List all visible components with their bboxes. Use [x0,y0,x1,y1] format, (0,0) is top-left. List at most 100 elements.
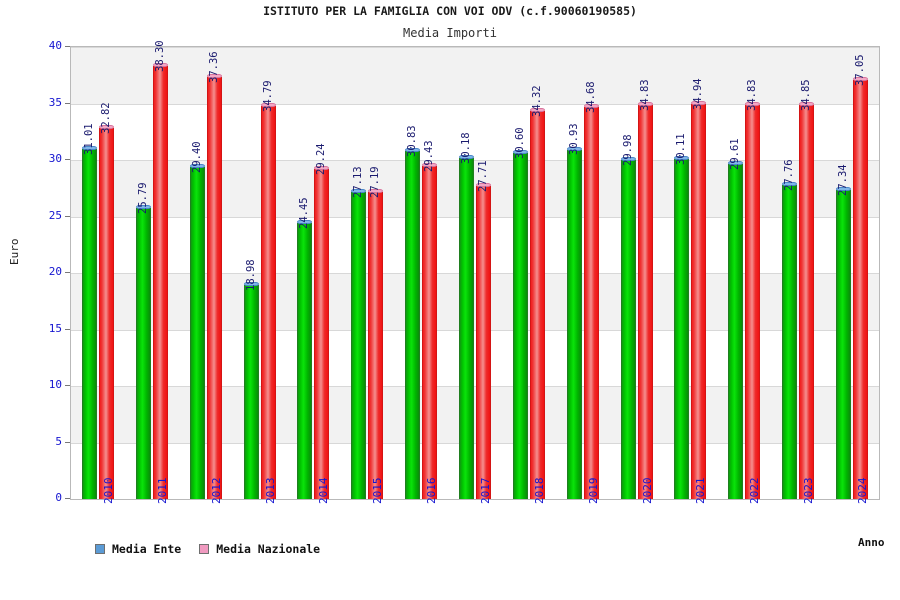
y-tick-mark [65,272,70,273]
bar-media-nazionale[interactable] [583,104,599,499]
bar-media-nazionale[interactable] [98,125,114,499]
y-tick-label: 35 [48,95,62,109]
bar-cap [620,157,636,162]
grid-line [71,442,879,444]
y-tick-label: 30 [48,152,62,165]
plot-band [71,386,879,443]
plot-band [71,47,879,104]
y-tick-mark [65,159,70,160]
y-tick-label: 0 [55,491,62,504]
grid-line [71,216,879,218]
plot-area: 31.01 32.82 25.79 38.30 29.40 37.36 18.98 34.79… [70,41,880,500]
bar-media-ente[interactable] [351,189,367,499]
bar-cap [691,101,707,106]
bar-media-ente[interactable] [782,182,798,499]
bar-cap [674,155,690,160]
bar-cap [512,150,528,155]
bar-media-nazionale[interactable] [745,102,761,499]
y-tick-mark [65,46,70,47]
bar-media-ente[interactable] [189,163,205,499]
bar-cap [297,219,313,224]
plot-band [71,273,879,330]
x-tick-label: 2013 [263,477,277,505]
bar-media-ente[interactable] [81,145,97,499]
x-tick-label: 2015 [371,477,385,505]
bar-media-nazionale[interactable] [368,188,384,499]
x-tick-label: 2024 [856,477,870,505]
bar-media-nazionale[interactable] [799,102,815,499]
y-tick-label: 20 [48,265,62,278]
bar-cap [405,147,421,152]
x-tick-label: 2023 [802,477,816,505]
grid-line [71,329,879,331]
bar-media-nazionale[interactable] [260,102,276,499]
bar-cap [476,182,491,187]
bar-cap [583,104,599,109]
grid-line [71,103,879,105]
legend-item-media-ente[interactable]: Media Ente [95,542,181,556]
bar-media-nazionale[interactable] [691,101,707,499]
y-tick-label: 25 [48,208,62,222]
bar-cap [422,163,438,168]
bar-cap [314,165,330,170]
y-tick-mark [65,328,70,330]
bar-media-ente[interactable] [297,219,313,499]
bar-cap [799,102,815,107]
x-tick-label: 2017 [479,477,492,505]
bar-media-ente[interactable] [512,150,528,499]
x-tick-label: 2021 [694,477,708,505]
y-tick-label: 5 [55,434,62,448]
bar-media-ente[interactable] [836,187,852,499]
bar-media-ente[interactable] [243,281,259,499]
bar-media-ente[interactable] [674,155,690,499]
bar-media-ente[interactable] [728,161,744,499]
y-tick-mark [65,215,70,217]
x-tick-label: 2014 [317,477,331,505]
bar-cap [728,161,744,166]
grid-line [71,160,879,161]
bar-media-nazionale[interactable] [476,182,491,499]
chart-legend: Media Ente Media Nazionale [95,542,320,556]
y-tick-mark [65,441,70,443]
y-tick-mark [65,498,70,499]
bar-cap [566,146,582,151]
bar-cap [351,189,367,194]
bar-cap [98,125,114,130]
bar-cap [368,188,384,193]
bar-media-ente[interactable] [135,204,151,499]
x-tick-label: 2010 [101,477,115,505]
y-tick-label: 10 [48,378,62,391]
x-axis-title: Anno [858,536,885,549]
bar-cap [745,102,761,107]
legend-item-media-nazionale[interactable]: Media Nazionale [199,542,320,556]
grid-line [71,47,879,48]
bar-media-ente[interactable] [459,154,474,499]
bar-cap [260,102,276,107]
x-tick-label: 2022 [748,477,762,505]
bar-media-nazionale[interactable] [422,163,438,499]
bar-media-ente[interactable] [566,146,582,499]
bar-media-nazionale[interactable] [206,73,222,499]
bar-media-nazionale[interactable] [314,165,330,499]
bar-media-ente[interactable] [405,147,421,499]
bar-media-nazionale[interactable] [529,108,545,499]
x-tick-label: 2012 [209,477,223,505]
legend-label: Media Ente [112,542,182,556]
x-tick-label: 2011 [155,477,169,505]
x-tick-label: 2020 [640,477,654,505]
x-tick-label: 2016 [425,477,439,505]
y-axis-ticks: 0 5 10 15 20 25 30 35 40 [0,39,900,504]
bar-media-nazionale[interactable] [853,77,869,499]
legend-swatch-icon [199,544,210,554]
bar-media-nazionale[interactable] [637,102,653,499]
y-tick-mark [65,385,70,386]
legend-label: Media Nazionale [216,542,321,556]
bar-cap [637,102,653,107]
bar-media-ente[interactable] [620,157,636,499]
bar-media-nazionale[interactable] [152,63,168,499]
grid-line [71,386,879,387]
x-tick-label: 2019 [586,477,600,505]
bar-cap [206,73,222,78]
bar-cap [836,187,852,192]
